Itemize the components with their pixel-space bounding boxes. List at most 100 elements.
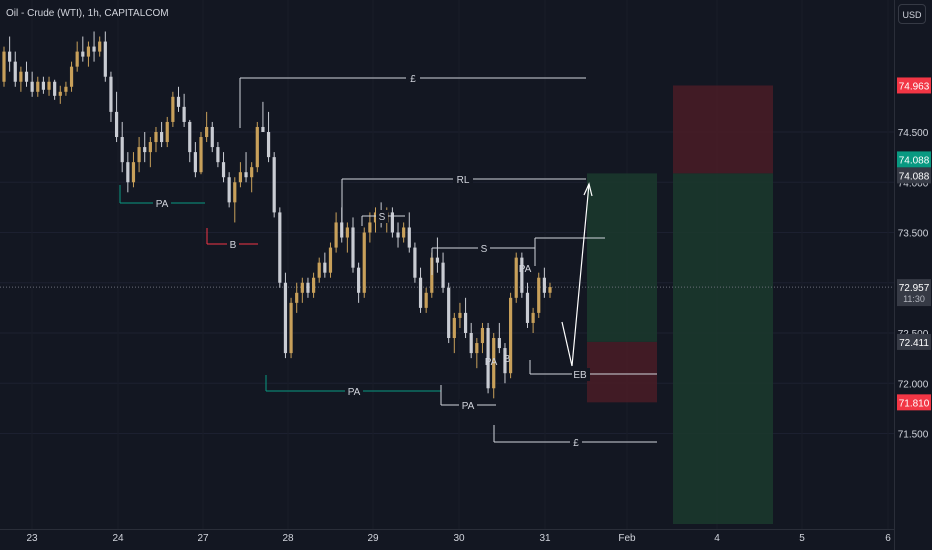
price-tick-label: 73.500 xyxy=(898,229,929,240)
time-tick-label: 27 xyxy=(197,533,209,544)
candle-body xyxy=(176,96,181,107)
candle-body xyxy=(81,51,85,57)
candle-body xyxy=(323,262,327,273)
time-tick-label: 23 xyxy=(26,533,38,544)
price-badges: 74.963 74.088 74.088 72.411 71.810 72.95711:3… xyxy=(897,77,931,411)
candle-body xyxy=(210,126,214,148)
time-tick-label: 5 xyxy=(799,533,805,544)
candle-body xyxy=(317,262,321,278)
candle-body xyxy=(430,257,434,293)
candle-body xyxy=(64,86,68,92)
candle-body xyxy=(199,137,203,173)
candle-body xyxy=(58,91,62,96)
candle-body xyxy=(8,51,12,62)
profit-zone-left xyxy=(587,173,657,342)
price-tick-label: 74.500 xyxy=(898,128,929,139)
candle-body xyxy=(469,333,473,354)
candle-body xyxy=(295,292,299,303)
candle-body xyxy=(413,247,417,278)
label-rl: RL xyxy=(457,175,470,186)
candle-body xyxy=(306,282,310,293)
badge-take-profit: 74.088 xyxy=(899,155,930,166)
label-s1: S xyxy=(379,212,386,223)
candle-body xyxy=(120,137,124,163)
candle-body xyxy=(131,162,136,183)
projection-arrow-head xyxy=(583,182,593,197)
candle-body xyxy=(266,132,271,158)
badge-stop-loss-2: 71.810 xyxy=(899,398,930,409)
candle-body xyxy=(452,317,456,339)
annotation-labels: £ RL S S PA B PA PA PA PA B EB £ xyxy=(153,72,590,449)
candle-body xyxy=(345,227,349,238)
candle-body xyxy=(261,126,265,132)
candle-body xyxy=(424,292,428,308)
candle-body xyxy=(171,96,175,122)
loss-zone-upper xyxy=(673,85,773,174)
candle-body xyxy=(53,81,57,96)
candle-body xyxy=(441,262,445,288)
badge-take-profit-ref-bg xyxy=(897,167,931,184)
candle-body xyxy=(41,81,46,90)
candle-body xyxy=(351,227,355,268)
badge-entry-bg xyxy=(897,333,931,350)
candle-body xyxy=(548,287,552,293)
candle-body xyxy=(188,121,192,153)
candle-body xyxy=(148,142,152,153)
badge-stop-loss: 74.963 xyxy=(899,81,930,92)
badge-stop-loss-bg xyxy=(897,77,931,94)
label-b2: B xyxy=(504,354,511,365)
candle-body xyxy=(278,212,282,283)
candle-body xyxy=(525,292,530,323)
candle-body xyxy=(238,172,243,183)
label-pa4: PA xyxy=(485,357,498,368)
candle-body xyxy=(69,66,74,87)
candle-body xyxy=(244,172,248,178)
projection-arrow[interactable] xyxy=(561,183,590,367)
time-tick-label: 28 xyxy=(282,533,294,544)
currency-button[interactable]: USD xyxy=(898,4,926,24)
candle-body xyxy=(497,338,501,349)
label-pound-top: £ xyxy=(410,74,416,85)
time-tick-label: 24 xyxy=(112,533,124,544)
label-pa5: PA xyxy=(519,264,532,275)
label-pa1: PA xyxy=(156,199,169,210)
time-tick-label: 30 xyxy=(453,533,465,544)
candle-body xyxy=(92,46,96,52)
label-pa3: PA xyxy=(462,401,475,412)
label-s2: S xyxy=(481,244,488,255)
candle-body xyxy=(390,212,394,233)
label-pa2: PA xyxy=(348,387,361,398)
candle-body xyxy=(227,177,231,203)
position-tool[interactable] xyxy=(0,85,894,524)
candle-body xyxy=(520,257,524,293)
badge-last-price-bg xyxy=(897,279,931,307)
candle-body xyxy=(103,41,107,77)
candle-body xyxy=(182,106,186,122)
candle-body xyxy=(503,348,507,374)
loss-zone-left xyxy=(587,341,657,403)
candle-body xyxy=(542,277,546,293)
candle-body xyxy=(2,51,6,82)
candle-body xyxy=(283,282,288,354)
badge-entry: 72.411 xyxy=(899,338,929,349)
candle-body xyxy=(396,232,400,238)
candles xyxy=(2,31,552,399)
label-pound-bottom: £ xyxy=(573,438,579,449)
profit-zone-right xyxy=(673,173,773,524)
label-eb: EB xyxy=(573,370,587,381)
price-tick-label: 71.500 xyxy=(898,430,929,441)
time-axis[interactable]: 23 24 27 28 29 30 31 Feb 4 5 6 xyxy=(26,533,891,544)
candle-body xyxy=(19,71,23,82)
candle-body xyxy=(531,312,535,323)
symbol-title: Oil - Crude (WTI), 1h, CAPITALCOM xyxy=(6,8,169,19)
candle-body xyxy=(126,162,130,183)
candle-body xyxy=(300,282,304,293)
candle-body xyxy=(47,81,51,90)
candle-body xyxy=(447,287,451,339)
candle-body xyxy=(373,212,378,223)
candle-body xyxy=(109,76,113,112)
candle-body xyxy=(30,81,34,92)
annotation-lines[interactable] xyxy=(119,77,657,443)
